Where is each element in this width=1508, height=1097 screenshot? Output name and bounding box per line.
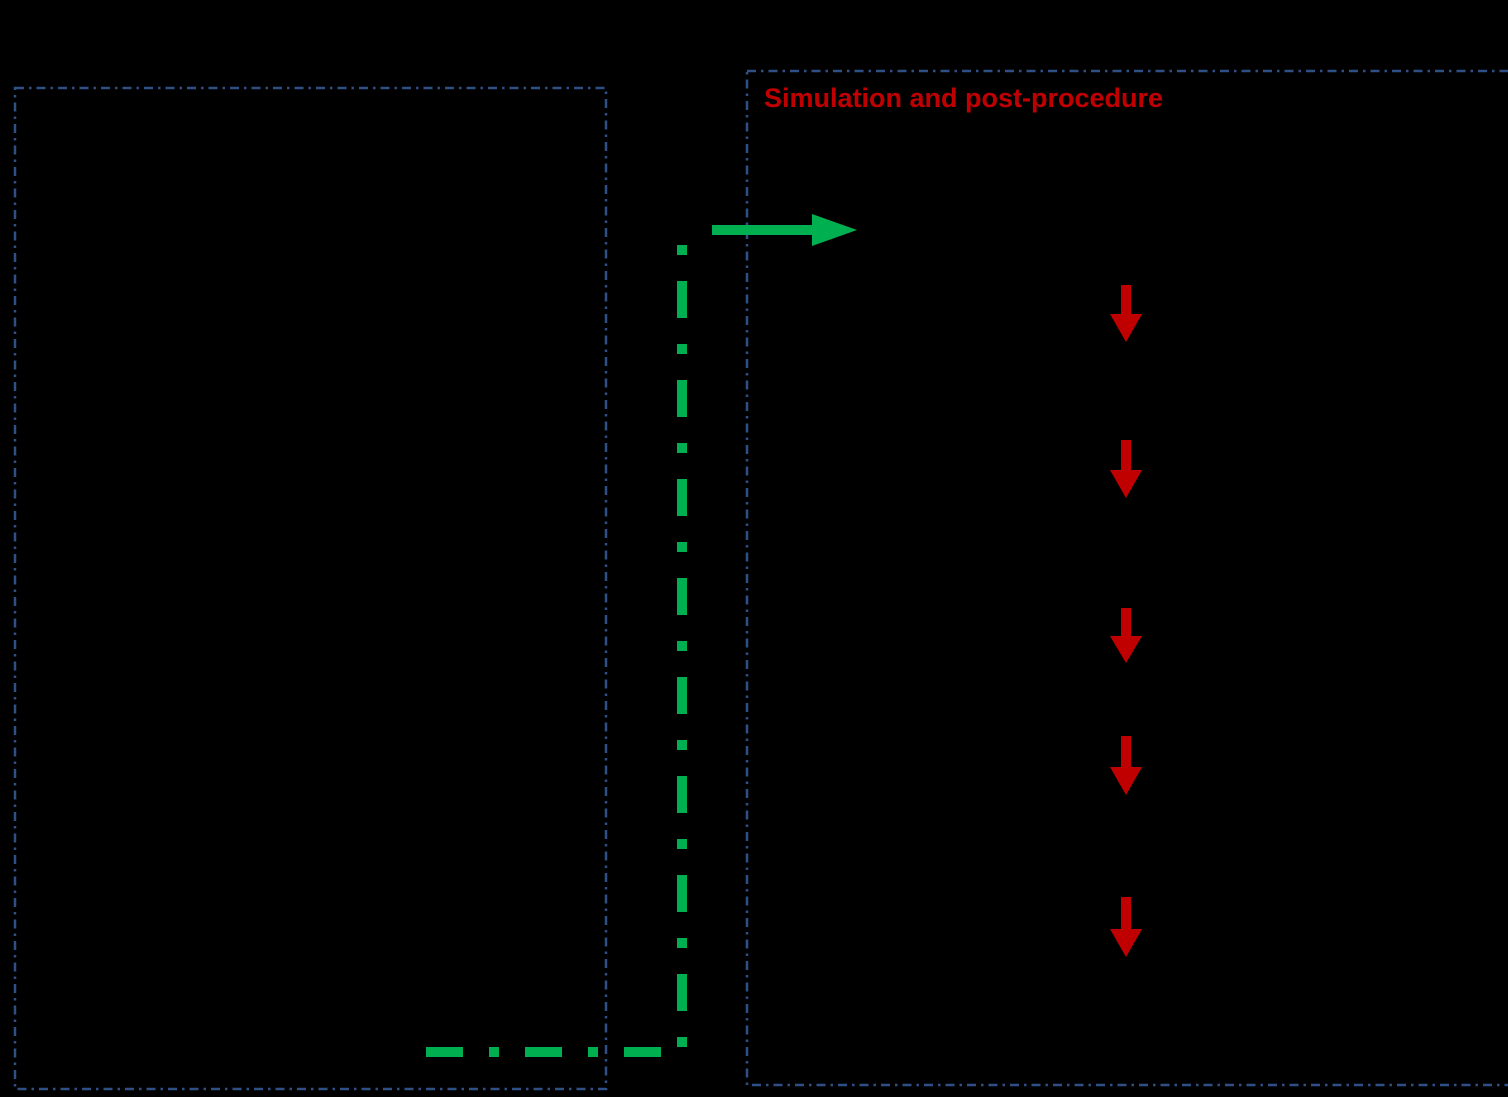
simulation-panel-border — [745, 69, 1508, 1087]
red-down-arrow-icon — [1110, 285, 1142, 342]
red-down-arrow-icon — [1110, 736, 1142, 795]
red-down-arrows-group — [1110, 285, 1142, 957]
red-down-arrow-icon — [1110, 440, 1142, 498]
green-dash-connector-line — [426, 245, 687, 1057]
red-down-arrow-icon — [1110, 608, 1142, 663]
green-right-arrow-icon — [712, 214, 857, 246]
red-down-arrow-icon — [1110, 897, 1142, 957]
left-panel-border — [13, 86, 608, 1091]
simulation-panel-title: Simulation and post-procedure — [764, 83, 1163, 113]
